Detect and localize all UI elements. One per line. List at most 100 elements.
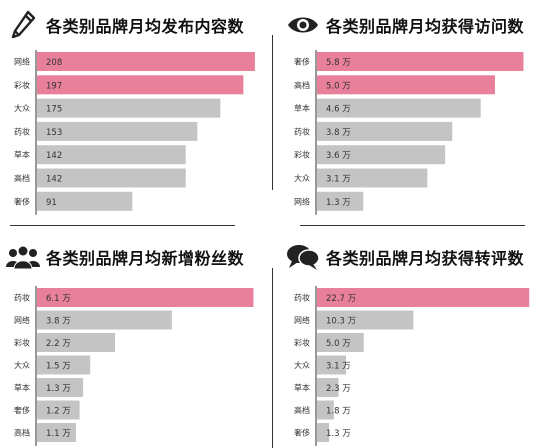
chart-panel-posts: 各类别品牌月均发布内容数 网络 208 彩妆 197 大众 175 药妆 153 草本 142 高档…: [0, 0, 270, 228]
category-label: 药妆: [294, 126, 310, 136]
bar: [317, 423, 330, 442]
chart-panel-reposts: 各类别品牌月均获得转评数 药妆 22.7 万网络 10.3 万彩妆 5.0 万大众 3.…: [280, 232, 535, 448]
value-label: 5.8 万: [326, 58, 351, 68]
bar: [317, 310, 414, 330]
bar: [37, 168, 186, 188]
pencil-icon: [6, 10, 40, 40]
category-label: 奢侈: [14, 405, 30, 415]
category-label: 草本: [14, 383, 30, 393]
divider: [10, 225, 235, 226]
panel-header: 各类别品牌月均获得转评数: [280, 240, 524, 274]
category-label: 大众: [14, 103, 30, 113]
category-label: 药妆: [14, 126, 30, 136]
value-label: 10.3 万: [326, 317, 356, 327]
chart-title: 各类别品牌月均获得转评数: [326, 249, 525, 268]
bar: [317, 333, 364, 352]
bar: [37, 310, 172, 330]
bar: [317, 355, 346, 375]
category-label: 奢侈: [294, 57, 310, 67]
bar: [37, 98, 221, 118]
chart-title: 各类别品牌月均发布内容数: [46, 17, 245, 36]
category-label: 网络: [14, 57, 30, 67]
category-label: 奢侈: [294, 428, 310, 438]
bar: [317, 191, 364, 211]
divider: [272, 35, 273, 190]
bar: [317, 75, 495, 95]
chart-panel-fans: 各类别品牌月均新增粉丝数 药妆 6.1 万网络 3.8 万彩妆 2.2 万大众 1.5 …: [0, 232, 270, 448]
divider: [300, 225, 525, 226]
value-label: 5.0 万: [326, 81, 351, 91]
value-label: 208: [46, 58, 62, 68]
bar: [37, 191, 133, 211]
value-label: 1.8 万: [326, 407, 351, 417]
category-label: 高档: [294, 405, 310, 415]
value-label: 22.7 万: [326, 294, 356, 304]
value-label: 1.5 万: [46, 362, 71, 372]
chart-panel-visits: 各类别品牌月均获得访问数 奢侈 5.8 万高档 5.0 万草本 4.6 万药妆 3.8 …: [280, 0, 535, 228]
value-label: 197: [46, 81, 62, 91]
bar-chart: 奢侈 5.8 万高档 5.0 万草本 4.6 万药妆 3.8 万彩妆 3.6 万大众 3.1…: [294, 50, 524, 215]
panel-header: 各类别品牌月均获得访问数: [280, 8, 524, 42]
value-label: 6.1 万: [46, 294, 71, 304]
value-label: 3.1 万: [326, 362, 351, 372]
category-label: 药妆: [294, 293, 310, 303]
category-label: 大众: [14, 360, 30, 370]
category-label: 草本: [14, 150, 30, 160]
value-label: 175: [46, 105, 62, 115]
category-label: 高档: [294, 80, 310, 90]
category-label: 高档: [14, 173, 30, 183]
category-label: 彩妆: [14, 338, 30, 348]
value-label: 3.8 万: [46, 317, 71, 327]
value-label: 4.6 万: [326, 105, 351, 115]
panel-header: 各类别品牌月均新增粉丝数: [0, 240, 244, 274]
bar: [37, 75, 244, 95]
value-label: 3.1 万: [326, 175, 351, 185]
category-label: 网络: [294, 315, 310, 325]
bar: [37, 400, 80, 420]
bar: [37, 145, 186, 165]
value-label: 91: [46, 198, 57, 208]
bar: [317, 98, 481, 118]
bar: [37, 355, 91, 375]
bar: [317, 288, 530, 307]
value-label: 1.3 万: [326, 429, 351, 439]
category-label: 草本: [294, 103, 310, 113]
bar-chart: 药妆 6.1 万网络 3.8 万彩妆 2.2 万大众 1.5 万草本 1.3 万奢侈 1.2…: [14, 286, 254, 446]
bar: [37, 423, 77, 442]
bar: [37, 121, 198, 141]
chart-title: 各类别品牌月均获得访问数: [326, 17, 525, 36]
category-label: 彩妆: [294, 338, 310, 348]
value-label: 2.2 万: [46, 339, 71, 349]
people-icon: [6, 242, 40, 272]
eye-icon: [286, 10, 320, 40]
bar: [317, 168, 428, 188]
bar: [317, 400, 334, 420]
category-label: 大众: [294, 173, 310, 183]
category-label: 草本: [294, 383, 310, 393]
value-label: 142: [46, 151, 62, 161]
value-label: 1.2 万: [46, 407, 71, 417]
bar: [317, 145, 446, 165]
value-label: 3.6 万: [326, 151, 351, 161]
value-label: 5.0 万: [326, 339, 351, 349]
category-label: 彩妆: [14, 80, 30, 90]
bar: [37, 52, 255, 71]
bar-chart: 药妆 22.7 万网络 10.3 万彩妆 5.0 万大众 3.1 万草本 2.3 万高档 1…: [294, 286, 530, 446]
category-label: 网络: [294, 196, 310, 206]
bar: [37, 288, 254, 307]
value-label: 142: [46, 175, 62, 185]
category-label: 药妆: [14, 293, 30, 303]
category-label: 网络: [14, 315, 30, 325]
category-label: 奢侈: [14, 196, 30, 206]
value-label: 1.3 万: [326, 198, 351, 208]
bar: [317, 121, 453, 141]
value-label: 3.8 万: [326, 128, 351, 138]
divider: [272, 268, 273, 448]
category-label: 高档: [14, 428, 30, 438]
bar-chart: 网络 208 彩妆 197 大众 175 药妆 153 草本 142 高档 142 奢侈 91: [14, 50, 255, 215]
category-label: 大众: [294, 360, 310, 370]
category-label: 彩妆: [294, 150, 310, 160]
bar: [37, 333, 116, 352]
panel-header: 各类别品牌月均发布内容数: [0, 8, 244, 42]
chart-title: 各类别品牌月均新增粉丝数: [46, 249, 245, 268]
